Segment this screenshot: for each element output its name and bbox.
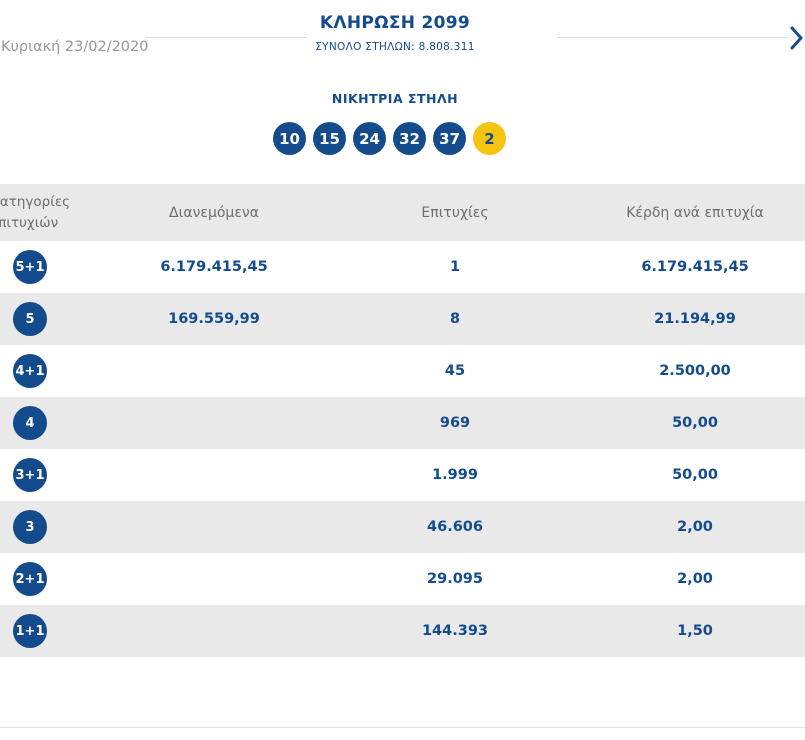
prize-per-win: 1,50 (677, 623, 713, 639)
divider-line-left (145, 37, 307, 38)
table-row: 2+1 29.095 2,00 (0, 553, 805, 605)
divider-line-right (557, 37, 788, 38)
bottom-divider (0, 727, 805, 728)
draw-title-block: ΚΛΗΡΩΣΗ 2099 ΣΥΝΟΛΟ ΣΤΗΛΩΝ: 8.808.311 (312, 13, 478, 53)
winning-column-label: ΝΙΚΗΤΡΙΑ ΣΤΗΛΗ (331, 91, 459, 106)
winners-count: 969 (439, 415, 471, 431)
winning-number: 10 (273, 122, 306, 155)
col-header-prize: Κέρδη ανά επιτυχία (626, 204, 764, 221)
winners-count: 45 (444, 363, 466, 379)
table-row: 3+1 1.999 50,00 (0, 449, 805, 501)
total-columns-label: ΣΥΝΟΛΟ ΣΤΗΛΩΝ: 8.808.311 (315, 41, 475, 53)
prize-table-body: 5+1 6.179.415,45 1 6.179.415,45 5 169.55… (0, 241, 805, 657)
winners-count: 29.095 (427, 571, 483, 587)
prize-per-win: 50,00 (672, 415, 718, 431)
prize-table: Κατηγορίες επιτυχιών Διανεμόμενα Επιτυχί… (0, 184, 805, 657)
category-badge: 1+1 (13, 614, 47, 648)
winners-count: 1 (449, 259, 461, 275)
joker-number: 2 (473, 122, 506, 155)
prize-per-win: 2.500,00 (659, 363, 731, 379)
category-badge: 5+1 (13, 250, 47, 284)
table-row: 4 969 50,00 (0, 397, 805, 449)
prize-per-win: 2,00 (677, 571, 713, 587)
winners-count: 1.999 (432, 467, 478, 483)
winning-number: 37 (433, 122, 466, 155)
winners-count: 46.606 (427, 519, 483, 535)
table-row: 3 46.606 2,00 (0, 501, 805, 553)
winners-count: 144.393 (421, 623, 489, 639)
distributed-value: 169.559,99 (168, 311, 260, 327)
category-badge: 3 (13, 510, 47, 544)
col-header-winners: Επιτυχίες (421, 204, 489, 221)
winners-count: 8 (449, 311, 461, 327)
category-badge: 5 (13, 302, 47, 336)
distributed-value: 6.179.415,45 (160, 259, 268, 275)
prize-per-win: 50,00 (672, 467, 718, 483)
chevron-right-icon (790, 26, 803, 53)
winning-number: 15 (313, 122, 346, 155)
table-row: 5 169.559,99 8 21.194,99 (0, 293, 805, 345)
prize-per-win: 2,00 (677, 519, 713, 535)
draw-title: ΚΛΗΡΩΣΗ 2099 (319, 13, 471, 33)
winning-number: 24 (353, 122, 386, 155)
category-badge: 4+1 (13, 354, 47, 388)
category-badge: 4 (13, 406, 47, 440)
category-badge: 2+1 (13, 562, 47, 596)
col-header-distributed: Διανεμόμενα (169, 204, 259, 221)
next-draw-button[interactable] (788, 24, 805, 52)
winning-numbers: 10 15 24 32 37 2 (273, 122, 506, 155)
category-badge: 3+1 (13, 458, 47, 492)
table-row: 1+1 144.393 1,50 (0, 605, 805, 657)
table-row: 5+1 6.179.415,45 1 6.179.415,45 (0, 241, 805, 293)
table-row: 4+1 45 2.500,00 (0, 345, 805, 397)
prize-per-win: 21.194,99 (654, 311, 736, 327)
draw-date: Κυριακή 23/02/2020 (1, 39, 149, 55)
prize-table-header: Κατηγορίες επιτυχιών Διανεμόμενα Επιτυχί… (0, 184, 805, 241)
prize-per-win: 6.179.415,45 (641, 259, 749, 275)
winning-number: 32 (393, 122, 426, 155)
col-header-categories: Κατηγορίες επιτυχιών (0, 194, 71, 231)
